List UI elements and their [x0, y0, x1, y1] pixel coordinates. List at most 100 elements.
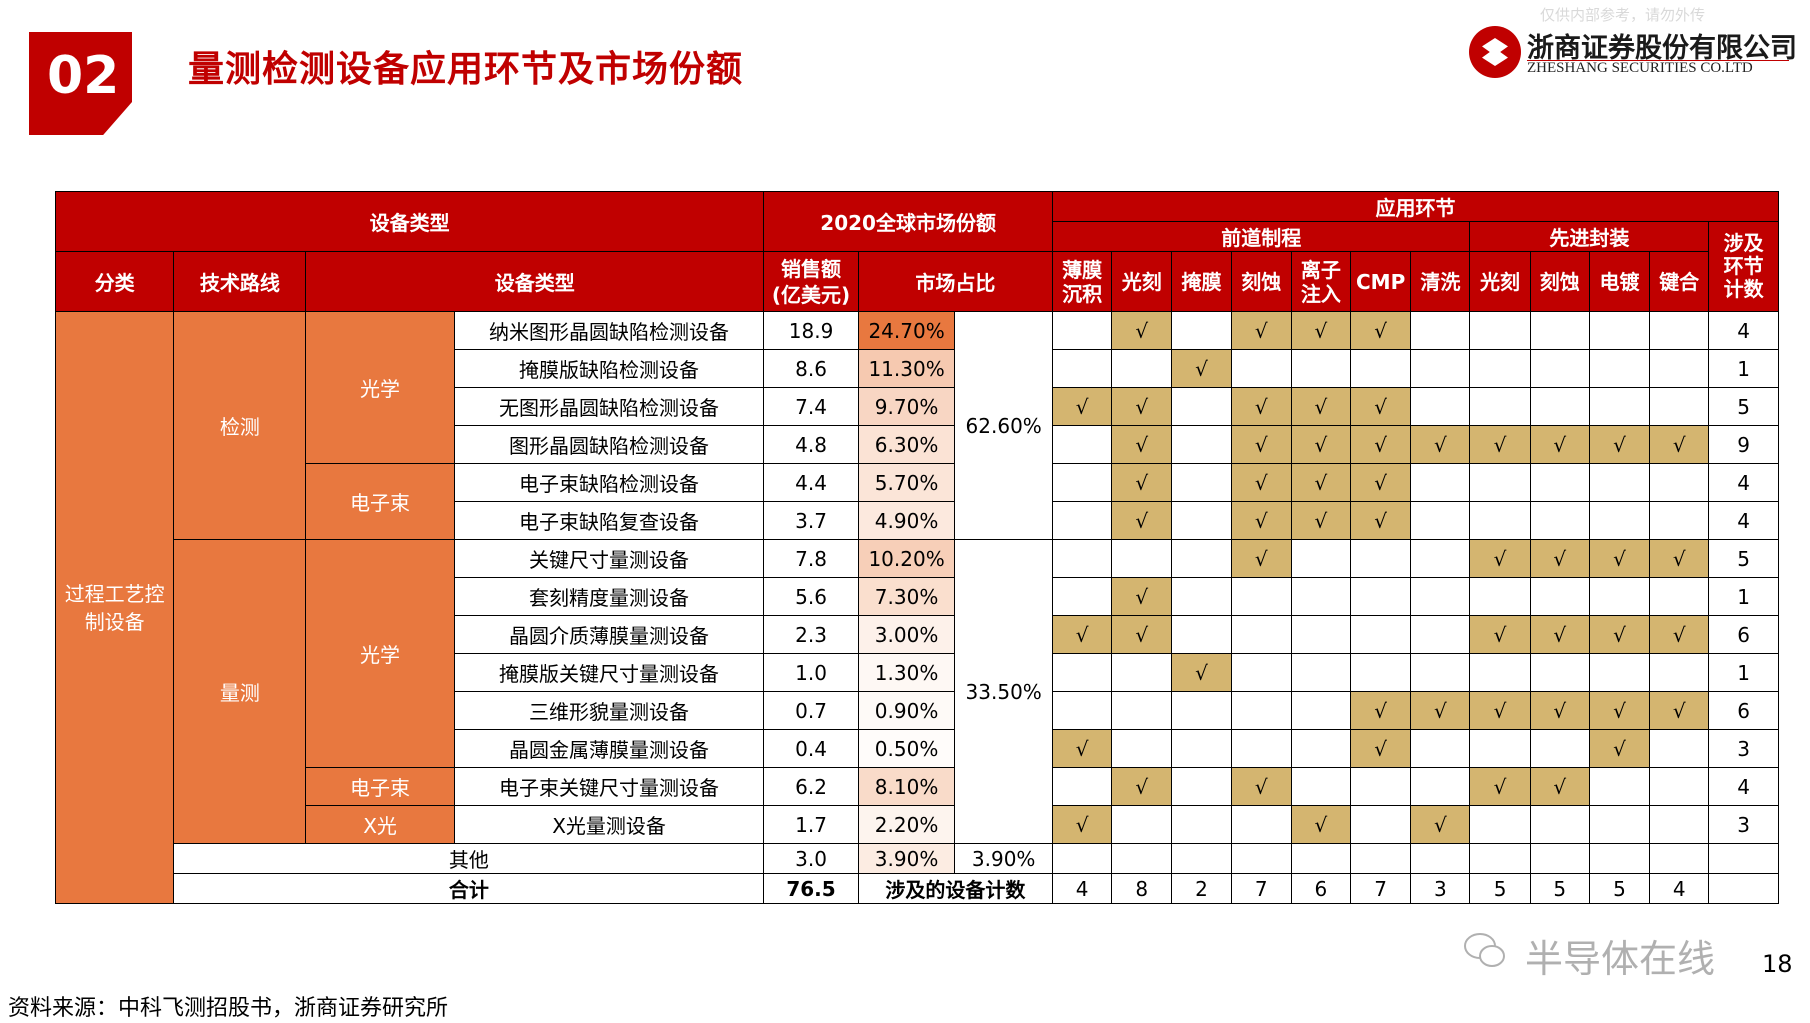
check-mark-icon: √ — [1290, 387, 1352, 426]
check-mark-icon: √ — [1410, 691, 1471, 730]
table-row: 晶圆介质薄膜量测设备 2.3 3.00% √ √ √ √ √ √ 6 — [56, 615, 1779, 654]
check-mark-icon: √ — [1529, 767, 1590, 806]
empty-cell — [1649, 843, 1710, 874]
total-label: 合计 — [173, 873, 765, 904]
header-step-8: 刻蚀 — [1529, 251, 1590, 312]
empty-cell — [1649, 463, 1710, 502]
check-mark-icon: √ — [1649, 615, 1710, 654]
empty-cell — [1649, 577, 1710, 616]
step-total: 5 — [1588, 873, 1651, 904]
tech-xray: X光 — [305, 805, 455, 844]
table-row: 电子束缺陷复查设备 3.7 4.90% √ √ √ √ 4 — [56, 501, 1779, 540]
check-mark-icon: √ — [1469, 767, 1531, 806]
check-mark-icon: √ — [1111, 463, 1173, 502]
wechat-account-name: 半导体在线 — [1525, 937, 1716, 981]
header-step-3: 刻蚀 — [1230, 251, 1292, 312]
zheshang-logo-icon — [1469, 26, 1521, 78]
empty-cell — [1350, 767, 1412, 806]
empty-cell — [1290, 577, 1352, 616]
empty-cell — [1171, 843, 1232, 874]
header-step-5: CMP — [1350, 251, 1412, 312]
check-mark-icon: √ — [1230, 387, 1292, 426]
check-mark-icon: √ — [1230, 539, 1292, 578]
sales-value: 5.6 — [763, 577, 859, 616]
section-badge: 02 — [29, 32, 132, 135]
wechat-icon — [1464, 933, 1505, 967]
sales-value: 18.9 — [763, 311, 859, 350]
empty-cell — [1290, 349, 1352, 388]
step-total: 2 — [1171, 873, 1232, 904]
sales-value: 0.4 — [763, 729, 859, 768]
empty-cell — [1588, 463, 1651, 502]
empty-cell — [1230, 729, 1292, 768]
step-total: 7 — [1230, 873, 1292, 904]
step-count: 4 — [1708, 463, 1779, 502]
share-value: 8.10% — [857, 767, 956, 806]
equipment-name: 图形晶圆缺陷检测设备 — [453, 425, 765, 464]
empty-cell — [1588, 767, 1651, 806]
equipment-name: 三维形貌量测设备 — [453, 691, 765, 730]
empty-cell — [1588, 843, 1651, 874]
empty-cell — [1588, 805, 1651, 844]
step-total: 5 — [1469, 873, 1531, 904]
empty-cell — [1350, 615, 1412, 654]
empty-cell — [1051, 653, 1113, 692]
empty-cell — [1410, 767, 1471, 806]
table-row: X光 X光量测设备 1.7 2.20% √ √ √ 3 — [56, 805, 1779, 844]
empty-cell — [1649, 653, 1710, 692]
subtotal-inspection: 62.60% — [954, 311, 1053, 540]
total-sales: 76.5 — [763, 873, 859, 904]
check-mark-icon: √ — [1350, 729, 1412, 768]
equipment-name: 无图形晶圆缺陷检测设备 — [453, 387, 765, 426]
empty-cell — [1529, 311, 1590, 350]
header-step-7: 光刻 — [1469, 251, 1531, 312]
empty-cell — [1350, 653, 1412, 692]
empty-cell — [1350, 577, 1412, 616]
page-number: 18 — [1762, 950, 1793, 978]
empty-cell — [1230, 615, 1292, 654]
category-measurement: 量测 — [173, 539, 307, 844]
empty-cell — [1410, 349, 1471, 388]
header-step-10: 键合 — [1649, 251, 1710, 312]
check-mark-icon: √ — [1111, 425, 1173, 464]
header-market-share-group: 2020全球市场份额 — [763, 191, 1053, 252]
equipment-name: 电子束缺陷检测设备 — [453, 463, 765, 502]
equipment-name: 电子束缺陷复查设备 — [453, 501, 765, 540]
check-mark-icon: √ — [1529, 425, 1590, 464]
empty-cell — [1469, 805, 1531, 844]
share-value: 10.20% — [857, 539, 956, 578]
table-row: 电子束 电子束关键尺寸量测设备 6.2 8.10% √ √ √ √ 4 — [56, 767, 1779, 806]
tech-optical-2: 光学 — [305, 539, 455, 768]
section-number: 02 — [47, 46, 120, 106]
empty-cell — [1588, 387, 1651, 426]
empty-cell — [1529, 653, 1590, 692]
header-count-col: 涉及环节计数 — [1708, 221, 1779, 312]
empty-cell — [1708, 843, 1779, 874]
source-note: 资料来源：中科飞测招股书，浙商证券研究所 — [8, 996, 449, 1021]
empty-cell — [1410, 387, 1471, 426]
table-row: 掩膜版缺陷检测设备 8.6 11.30% √ 1 — [56, 349, 1779, 388]
check-mark-icon: √ — [1290, 311, 1352, 350]
check-mark-icon: √ — [1469, 425, 1531, 464]
check-mark-icon: √ — [1230, 767, 1292, 806]
check-mark-icon: √ — [1529, 691, 1590, 730]
check-mark-icon: √ — [1230, 311, 1292, 350]
check-mark-icon: √ — [1469, 691, 1531, 730]
check-mark-icon: √ — [1051, 729, 1113, 768]
check-mark-icon: √ — [1111, 501, 1173, 540]
check-mark-icon: √ — [1649, 691, 1710, 730]
step-count: 9 — [1708, 425, 1779, 464]
empty-cell — [1649, 311, 1710, 350]
empty-cell — [1051, 311, 1113, 350]
empty-cell — [1230, 349, 1292, 388]
check-mark-icon: √ — [1350, 311, 1412, 350]
sales-value: 7.4 — [763, 387, 859, 426]
empty-cell — [1051, 691, 1113, 730]
tech-ebeam-1: 电子束 — [305, 463, 455, 540]
empty-cell — [1230, 653, 1292, 692]
header-step-1: 光刻 — [1111, 251, 1173, 312]
empty-cell — [1410, 729, 1471, 768]
check-mark-icon: √ — [1350, 463, 1412, 502]
empty-cell — [1350, 539, 1412, 578]
sales-value: 2.3 — [763, 615, 859, 654]
